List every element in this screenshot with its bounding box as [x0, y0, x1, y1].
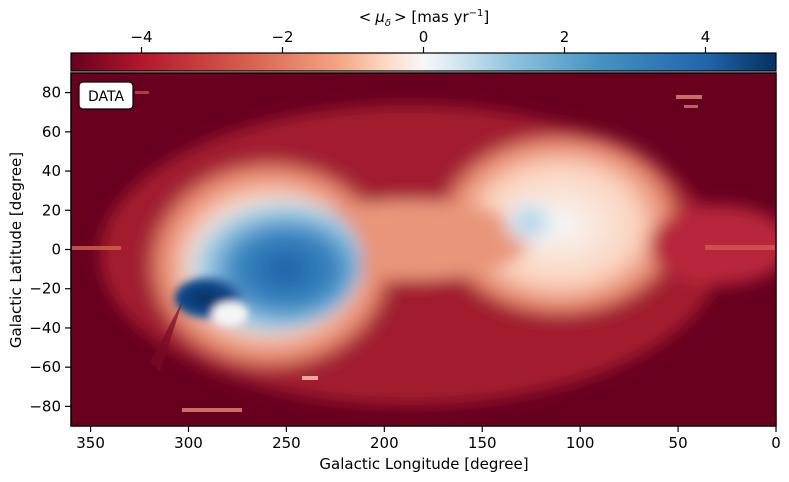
x-tick-label: 350 — [76, 434, 105, 452]
panel-label-box: DATA — [78, 81, 134, 110]
y-tick-label: −80 — [29, 397, 61, 415]
wedge-dark-red — [150, 300, 183, 372]
y-tick-label: 0 — [51, 241, 61, 259]
colorbar: −4 −2 0 2 4 < μδ > [mas yr−1] — [70, 8, 777, 72]
colorbar-gradient — [70, 52, 777, 72]
heatmap — [71, 73, 776, 426]
y-tick-label: 40 — [42, 162, 61, 180]
colorbar-tick-label: 2 — [560, 28, 570, 46]
y-axis: −80 −60 −40 −20 0 20 40 60 80 — [29, 84, 71, 415]
x-axis: 350 300 250 200 150 100 50 0 — [76, 426, 781, 452]
y-tick-label: −60 — [29, 358, 61, 376]
x-tick-label: 200 — [370, 434, 399, 452]
y-tick-label: 60 — [42, 123, 61, 141]
y-axis-label: Galactic Latitude [degree] — [7, 152, 25, 348]
white-spot — [212, 302, 248, 326]
x-tick-label: 0 — [771, 434, 781, 452]
x-tick-label: 250 — [272, 434, 301, 452]
colorbar-tick-label: −4 — [130, 28, 152, 46]
sparse-streaks — [71, 91, 775, 412]
light-blue-patch — [500, 196, 560, 248]
x-tick-label: 300 — [174, 434, 203, 452]
y-tick-label: −20 — [29, 280, 61, 298]
colorbar-ticks: −4 −2 0 2 4 — [130, 28, 710, 53]
y-tick-label: 20 — [42, 201, 61, 219]
y-tick-label: 80 — [42, 84, 61, 102]
colorbar-tick-label: −2 — [271, 28, 293, 46]
colorbar-tick-label: 0 — [419, 28, 429, 46]
panel-label: DATA — [88, 89, 124, 105]
x-tick-label: 50 — [669, 434, 688, 452]
colorbar-tick-label: 4 — [701, 28, 711, 46]
x-tick-label: 100 — [566, 434, 595, 452]
y-tick-label: −40 — [29, 319, 61, 337]
x-axis-label: Galactic Longitude [degree] — [319, 455, 528, 473]
halo-right — [420, 120, 700, 330]
x-tick-label: 150 — [468, 434, 497, 452]
colorbar-label: < μδ > [mas yr−1] — [359, 8, 489, 29]
